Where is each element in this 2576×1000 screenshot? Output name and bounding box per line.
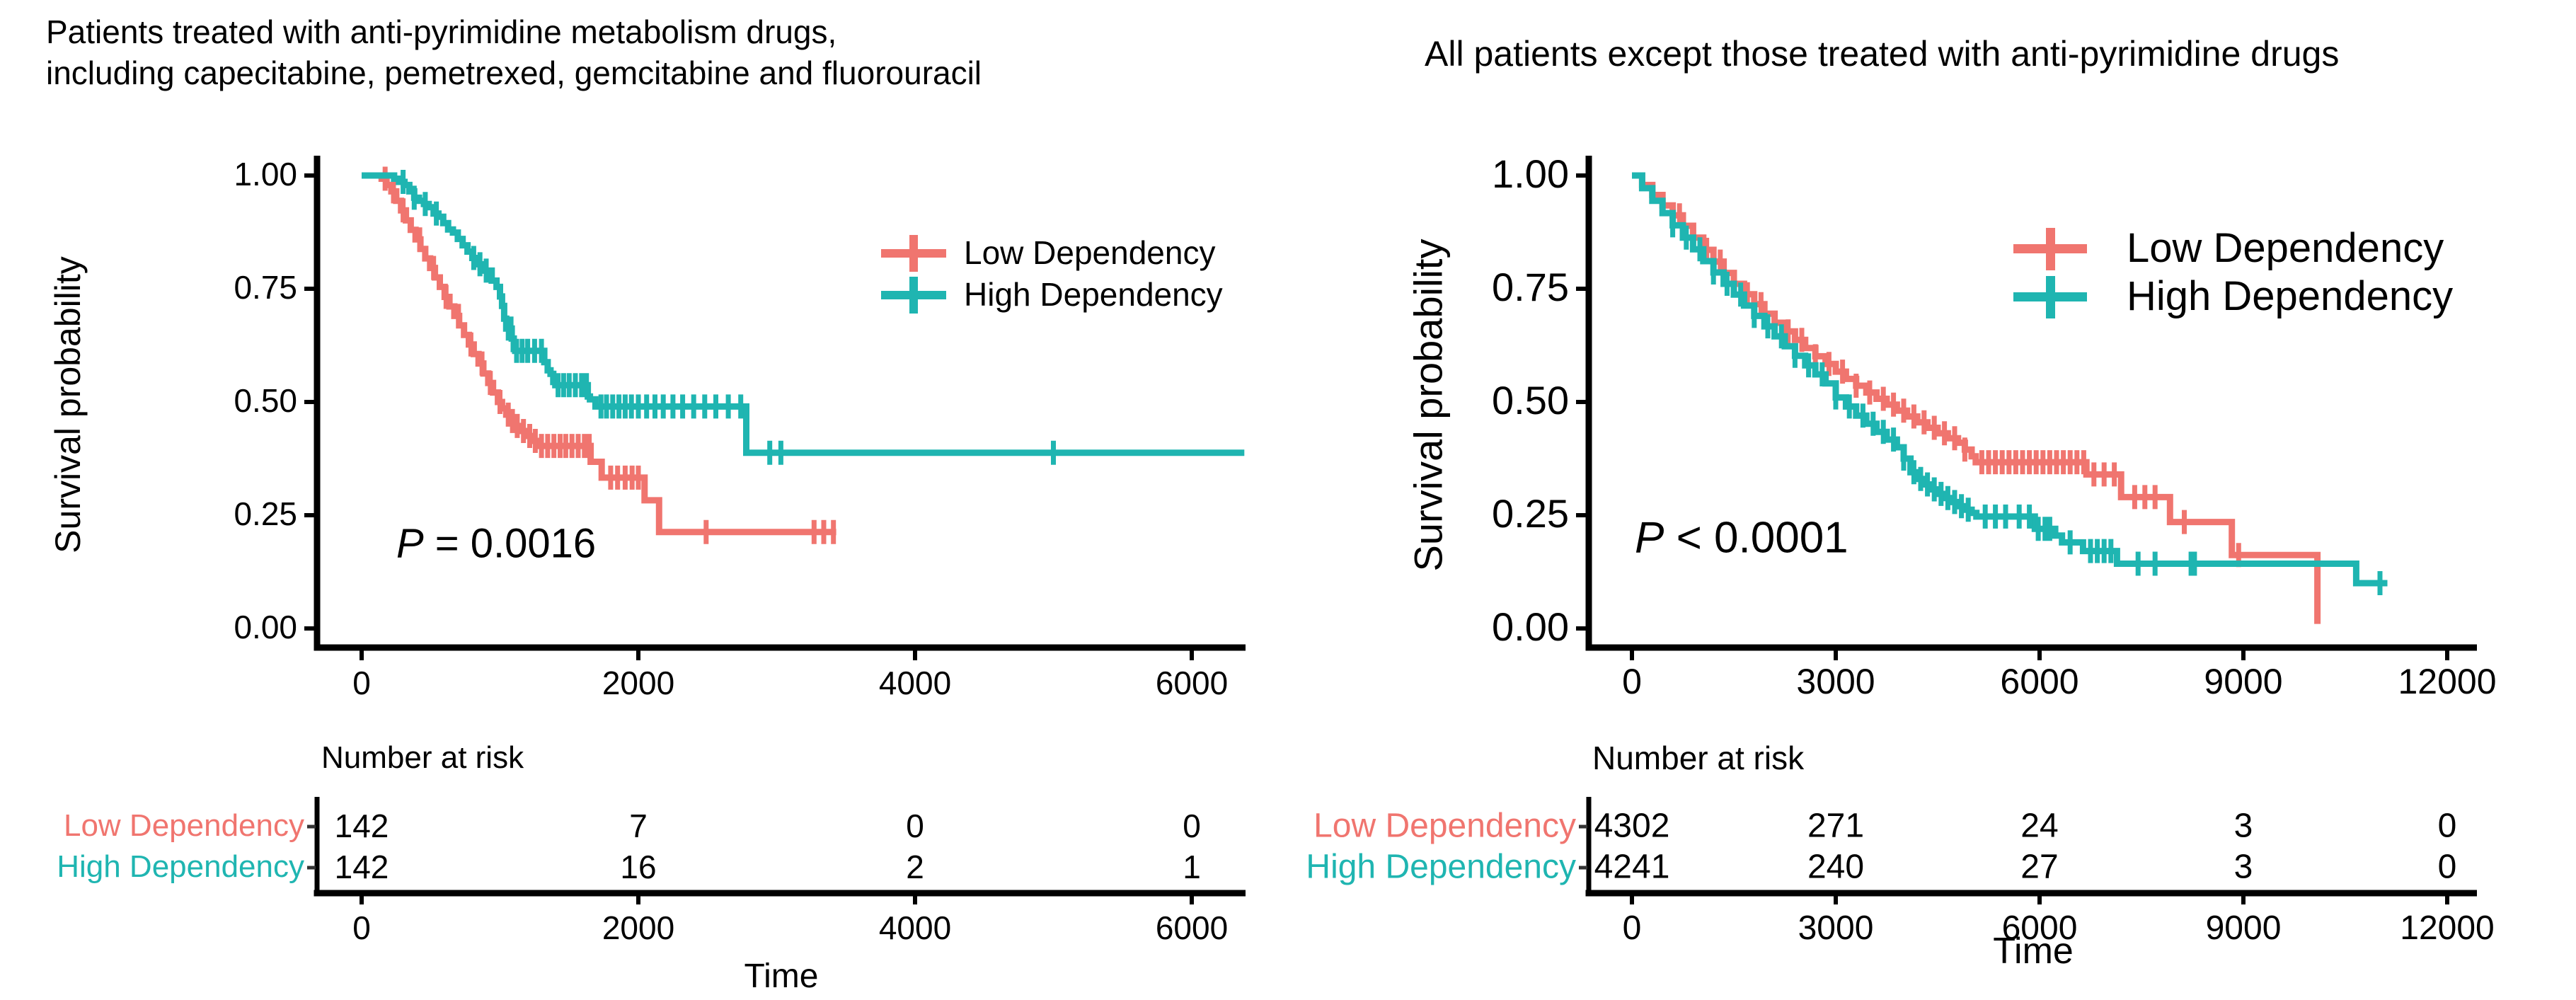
x-tick-label: 6000 [1155,665,1229,701]
legend-plus-icon [2046,276,2055,318]
legend-plus-icon [2046,228,2055,270]
x-tick-label: 2000 [602,665,675,701]
y-tick-label: 0.25 [1492,490,1569,536]
survival-curve-low-dependency [362,172,836,536]
y-tick-label: 0.00 [1492,604,1569,649]
risk-count: 3 [2233,807,2253,845]
right-risk-row-label-high: High Dependency [1306,848,1576,886]
risk-x-tick-label: 12000 [2400,909,2495,947]
legend-plus-icon [909,277,918,314]
left-pvalue-symbol: P [396,520,424,567]
risk-count: 0 [1183,807,1201,844]
right-pvalue-text: < 0.0001 [1664,513,1848,563]
left-pvalue-text: = 0.0016 [423,520,597,567]
right-legend-label-high: High Dependency [2127,273,2454,320]
risk-x-tick-label: 4000 [878,909,952,946]
risk-count: 142 [334,807,389,844]
censor-marks-high-dependency [1670,213,2383,595]
risk-count: 1 [1183,848,1201,885]
risk-count: 142 [334,848,389,885]
left-risk-table-header: Number at risk [321,740,524,775]
legend-plus-icon [909,235,918,272]
risk-x-tick-label: 6000 [2001,909,2078,947]
left-legend-label-low: Low Dependency [964,234,1216,271]
right-risk-table-header: Number at risk [1592,740,1805,776]
x-tick-label: 0 [352,665,371,701]
risk-x-tick-label: 0 [1622,909,1642,947]
left-risk-row-label-low: Low Dependency [63,808,304,843]
x-tick-label: 9000 [2204,662,2283,701]
y-tick-label: 1.00 [1492,151,1569,196]
risk-count: 0 [906,807,924,844]
left-risk-row-label-high: High Dependency [57,849,304,884]
y-tick-label: 0.25 [234,495,297,532]
right-legend-label-low: Low Dependency [2127,225,2444,272]
risk-count: 4241 [1594,848,1670,886]
right-y-axis-label: Survival probability [1405,238,1451,572]
censor-marks-high-dependency [401,170,1056,465]
risk-count: 16 [620,848,657,885]
y-tick-label: 0.50 [1492,377,1569,423]
risk-x-tick-label: 6000 [1155,909,1229,946]
risk-count: 0 [2437,848,2457,886]
right-pvalue-symbol: P [1635,513,1664,563]
risk-count: 271 [1807,807,1865,845]
left-x-axis-label: Time [744,958,819,995]
censor-marks-low-dependency [1677,203,2241,568]
censor-marks-low-dependency [382,166,836,544]
survival-curve-low-dependency [1632,172,2321,624]
y-tick-label: 0.75 [234,268,297,306]
survival-curve-high-dependency [362,172,1245,456]
risk-count: 0 [2437,807,2457,845]
y-tick-label: 1.00 [234,155,297,192]
left-y-axis-label: Survival probability [48,256,88,553]
y-tick-label: 0.50 [234,381,297,419]
right-plot-title: All patients except those treated with a… [1425,34,2340,74]
risk-count: 27 [2020,848,2059,886]
risk-x-tick-label: 0 [352,909,371,946]
right-pvalue: P < 0.0001 [1635,513,1848,563]
risk-count: 3 [2233,848,2253,886]
x-tick-label: 0 [1622,662,1642,701]
x-tick-label: 6000 [2000,662,2079,701]
x-tick-label: 4000 [878,665,952,701]
right-risk-row-label-low: Low Dependency [1313,807,1576,845]
x-tick-label: 3000 [1796,662,1875,701]
risk-x-tick-label: 3000 [1798,909,1874,947]
risk-x-tick-label: 9000 [2205,909,2282,947]
risk-x-tick-label: 2000 [602,909,675,946]
risk-count: 24 [2020,807,2059,845]
risk-count: 2 [906,848,924,885]
y-tick-label: 0.00 [234,608,297,645]
left-plot-title-line1: Patients treated with anti-pyrimidine me… [46,13,837,50]
risk-count: 4302 [1594,807,1670,845]
left-legend-label-high: High Dependency [964,275,1223,313]
risk-count: 7 [629,807,648,844]
risk-count: 240 [1807,848,1865,886]
left-plot-title-line2: including capecitabine, pemetrexed, gemc… [46,54,982,91]
x-tick-label: 12000 [2398,662,2497,701]
right-x-axis-label: Time [1993,931,2074,972]
left-pvalue: P = 0.0016 [396,520,596,568]
y-tick-label: 0.75 [1492,264,1569,309]
